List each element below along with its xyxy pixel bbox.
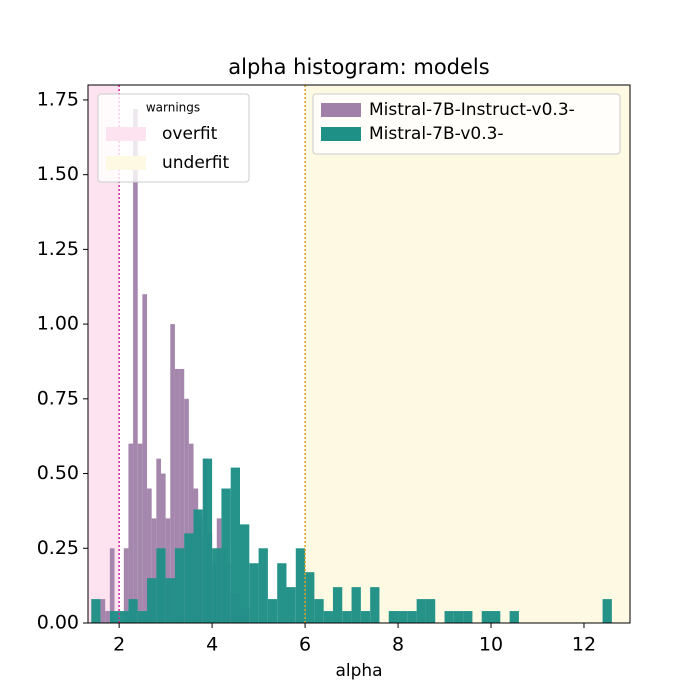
histogram-bar xyxy=(147,578,157,623)
histogram-bar xyxy=(109,611,120,623)
histogram-bar xyxy=(212,548,222,623)
histogram-bar xyxy=(119,611,129,623)
x-tick-label: 8 xyxy=(392,634,404,656)
histogram-bar xyxy=(314,599,324,623)
legend-swatch xyxy=(106,156,146,170)
histogram-bar xyxy=(105,611,110,623)
legend-box xyxy=(312,93,621,155)
histogram-bar xyxy=(351,587,361,623)
histogram-bar xyxy=(332,587,343,623)
histogram-bar xyxy=(481,611,492,623)
histogram-bar xyxy=(240,524,250,623)
histogram-bar xyxy=(123,548,129,623)
histogram-bar xyxy=(453,611,464,623)
histogram-bar xyxy=(360,611,371,623)
histogram-bar xyxy=(174,548,185,623)
histogram-bar xyxy=(137,611,148,623)
histogram-bar xyxy=(388,611,399,623)
histogram-bar xyxy=(202,458,213,623)
histogram-bar xyxy=(147,488,152,623)
plot-frame xyxy=(87,84,631,624)
y-tick-label: 1.00 xyxy=(37,313,79,335)
x-tick-label: 6 xyxy=(299,634,311,656)
legend-swatch xyxy=(321,103,361,117)
y-tick-label: 1.75 xyxy=(37,88,79,110)
histogram-bar xyxy=(221,488,231,623)
x-tick-label: 10 xyxy=(479,634,503,656)
histogram-bar xyxy=(267,599,278,623)
chart-title: alpha histogram: models xyxy=(228,55,489,79)
histogram-bar xyxy=(230,467,241,623)
histogram-bar xyxy=(509,611,519,623)
histogram-bar xyxy=(425,599,436,623)
histogram-bar xyxy=(179,368,185,623)
histogram-bar xyxy=(128,599,138,623)
y-tick-label: 1.25 xyxy=(37,238,79,260)
x-axis-label: alpha xyxy=(335,661,382,681)
histogram-bar xyxy=(286,587,296,623)
histogram-bar xyxy=(156,548,166,623)
histogram-bar xyxy=(165,518,171,623)
y-tick-label: 0.25 xyxy=(37,537,79,559)
histogram-bar xyxy=(342,611,352,623)
histogram-bar xyxy=(305,572,315,623)
legend-label: Mistral-7B-Instruct-v0.3- xyxy=(369,100,575,120)
histogram-bar xyxy=(156,458,161,623)
legend-label: Mistral-7B-v0.3- xyxy=(369,124,504,144)
y-tick-label: 0.00 xyxy=(37,612,79,634)
legend-swatch xyxy=(321,127,361,141)
histogram-bar xyxy=(170,324,175,623)
histogram-bar xyxy=(444,611,454,623)
histogram-bar xyxy=(151,518,157,623)
histogram-bar xyxy=(398,611,408,623)
histogram-bar xyxy=(128,443,134,623)
y-tick-label: 0.50 xyxy=(37,462,79,484)
x-tick-label: 4 xyxy=(206,634,218,656)
x-tick-label: 2 xyxy=(113,634,125,656)
histogram-bar xyxy=(184,533,194,623)
y-tick-label: 1.50 xyxy=(37,163,79,185)
histogram-bar xyxy=(491,611,501,623)
y-tick-label: 0.75 xyxy=(37,387,79,409)
histogram-bar xyxy=(174,368,180,623)
histogram-bar xyxy=(407,611,417,623)
histogram-bar xyxy=(165,578,175,623)
histogram-bar xyxy=(416,599,426,623)
histogram-bar xyxy=(258,548,268,623)
histogram-bar xyxy=(193,509,203,623)
x-tick-label: 12 xyxy=(572,634,596,656)
legend-label: underfit xyxy=(162,153,229,173)
histogram-bar xyxy=(370,587,380,623)
histogram-bar xyxy=(133,108,138,623)
histogram-bar xyxy=(91,599,101,623)
histogram-bar xyxy=(295,548,306,623)
underfit-band xyxy=(305,85,630,623)
legend-label: overfit xyxy=(162,124,218,144)
histogram-bar xyxy=(602,599,612,623)
histogram-bar xyxy=(142,294,148,623)
histogram-bar xyxy=(277,563,287,623)
histogram-bar xyxy=(463,611,473,623)
legend-title: warnings xyxy=(146,101,200,115)
legend-swatch xyxy=(106,127,146,141)
histogram-bar xyxy=(184,398,189,623)
histogram-bar xyxy=(249,563,259,623)
histogram-bar xyxy=(137,443,143,623)
histogram-bar xyxy=(109,548,115,623)
histogram-bar xyxy=(100,599,106,623)
histogram-bar xyxy=(323,611,333,623)
